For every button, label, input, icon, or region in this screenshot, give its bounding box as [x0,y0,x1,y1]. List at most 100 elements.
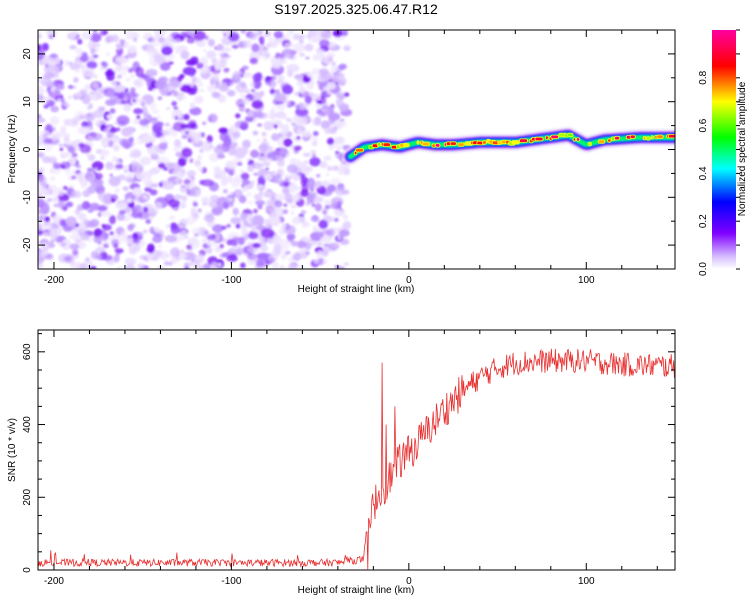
noise-blob [49,176,56,182]
noise-blob [257,204,263,210]
noise-blob [191,239,201,250]
noise-blob [105,34,115,43]
noise-blob [86,61,98,69]
noise-blob [301,221,308,228]
noise-blob [137,211,150,220]
noise-blob [277,75,285,84]
noise-blob [297,127,302,134]
noise-blob [144,76,151,82]
noise-blob [49,241,54,246]
noise-blob [167,34,172,40]
noise-blob [334,72,346,80]
noise-blob [247,200,253,205]
noise-blob [74,92,83,98]
snr-x-tick-label: -100 [221,576,241,587]
noise-blob [169,214,176,221]
spectrogram-y-tick-label: -20 [22,237,33,252]
noise-blob [57,200,65,209]
noise-blob [312,136,319,143]
noise-blob [98,191,106,201]
noise-blob [193,30,206,41]
noise-blob [117,266,122,269]
noise-blob [292,33,301,41]
noise-blob [261,49,271,61]
noise-blob [329,202,339,210]
snr-y-tick-label: 0 [22,567,33,573]
noise-blob [79,55,89,62]
noise-blob [331,143,338,149]
noise-blob [286,174,291,181]
noise-blob [286,164,298,174]
snr-plot-area [38,330,675,570]
noise-blob [266,257,276,263]
signal-hotspot [651,136,653,139]
colorbar: 0.0 0.2 0.4 0.6 0.8 Normalized spectral ampl… [698,29,748,276]
noise-blob [95,246,106,254]
noise-blob [327,166,333,171]
noise-blob [189,82,195,88]
noise-blob [97,205,108,212]
noise-blob [125,77,131,82]
noise-blob [201,198,206,204]
noise-blob [68,85,74,89]
noise-blob [43,138,53,144]
noise-blob [84,84,91,90]
noise-blob [71,152,78,158]
noise-blob [338,229,350,237]
noise-blob [228,148,236,156]
noise-blob [307,177,316,189]
noise-blob [38,256,44,264]
noise-blob [136,115,141,120]
noise-blob [276,103,286,111]
spectrogram-frame [37,29,676,270]
noise-blob [252,242,261,249]
noise-blob [74,208,81,215]
noise-blob [251,256,258,261]
noise-blob [246,191,252,197]
noise-blob [123,165,130,171]
noise-blob [92,30,98,33]
snr-y-tick-label: 400 [22,416,33,433]
noise-blob [108,176,121,187]
noise-blob [159,182,163,187]
noise-blob [283,203,288,207]
noise-blob [80,180,87,189]
noise-blob [55,187,65,197]
noise-blob [275,154,285,162]
noise-blob [38,114,42,119]
noise-blob [73,86,77,89]
noise-blob [322,90,328,95]
noise-blob [186,244,192,250]
noise-blob [275,148,281,152]
noise-blob [181,147,193,158]
noise-blob [62,152,70,158]
noise-blob [58,143,63,147]
noise-blob [270,216,281,225]
noise-blob [65,216,77,227]
noise-blob [155,250,163,257]
noise-blob [109,94,118,104]
noise-blob [304,160,309,165]
noise-blob [105,240,109,245]
signal-hotspot [608,139,611,142]
noise-blob [139,156,152,166]
noise-blob [313,259,319,264]
noise-blob [213,169,227,180]
noise-blob [98,149,110,157]
noise-blob [75,68,81,73]
noise-blob [113,243,119,249]
signal-hotspot [403,143,409,147]
noise-blob [232,136,238,141]
noise-blob [95,253,102,260]
noise-blob [325,173,329,177]
noise-blob [115,164,124,170]
noise-blob [316,80,321,85]
noise-blob [42,55,51,62]
noise-blob [170,53,175,60]
noise-blob [158,37,165,43]
noise-blob [161,46,173,56]
noise-blob [240,212,248,220]
noise-blob [262,137,267,143]
noise-blob [93,236,102,244]
